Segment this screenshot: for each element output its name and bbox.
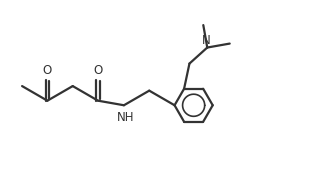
Text: NH: NH: [117, 111, 134, 124]
Text: N: N: [202, 34, 211, 47]
Text: O: O: [43, 65, 52, 78]
Text: O: O: [93, 65, 103, 78]
